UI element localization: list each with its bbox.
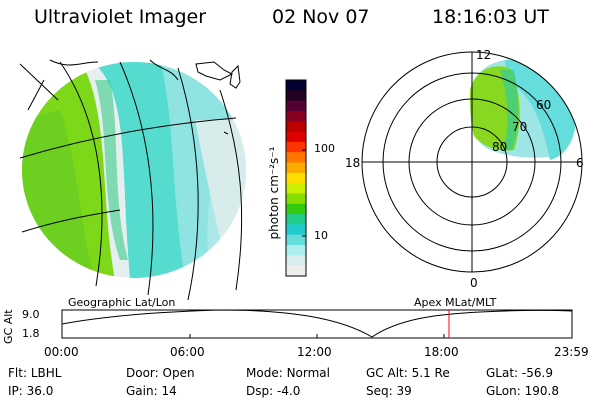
status-seq: Seq: 39 <box>366 384 412 398</box>
colorbar <box>286 80 306 277</box>
altitude-y-tick-bottom: 1.8 <box>22 327 40 340</box>
polar-mlt-plot <box>361 51 583 273</box>
colorbar-unit-label: photon cm⁻²s⁻¹ <box>267 146 281 240</box>
mlt-label-6: 6 <box>576 156 584 170</box>
observation-date: 02 Nov 07 <box>272 6 370 28</box>
colorbar-band <box>286 121 306 133</box>
observation-time: 18:16:03 UT <box>432 6 549 28</box>
lat-label-80: 80 <box>492 140 508 154</box>
colorbar-band <box>286 162 306 174</box>
colorbar-band <box>286 255 306 267</box>
altitude-x-tick-1800: 18:00 <box>424 345 459 359</box>
altitude-left-caption: Geographic Lat/Lon <box>68 296 176 309</box>
colorbar-tick-10: 10 <box>314 229 328 242</box>
altitude-y-axis-label: GC Alt <box>2 309 15 344</box>
status-ip: IP: 36.0 <box>8 384 54 398</box>
lat-lon-grid <box>19 59 243 301</box>
status-gain: Gain: 14 <box>126 384 177 398</box>
status-dsp: Dsp: -4.0 <box>246 384 301 398</box>
lat-label-70: 70 <box>512 120 528 134</box>
mlt-label-0: 0 <box>470 276 478 290</box>
status-filter: Flt: LBHL <box>8 366 62 380</box>
altitude-curve <box>61 309 573 338</box>
altitude-x-tick-0000: 00:00 <box>44 345 79 359</box>
status-gc-alt: GC Alt: 5.1 Re <box>366 366 450 380</box>
colorbar-band <box>286 100 306 112</box>
colorbar-band <box>286 224 306 236</box>
altitude-y-tick-top: 9.0 <box>22 308 40 321</box>
colorbar-band <box>286 183 306 194</box>
colorbar-band <box>286 245 306 256</box>
status-door: Door: Open <box>126 366 195 380</box>
altitude-plot <box>61 309 573 339</box>
colorbar-band <box>286 203 306 215</box>
auroral-emission-disk <box>22 62 246 278</box>
colorbar-tick-100: 100 <box>314 142 335 155</box>
altitude-x-tick-0600: 06:00 <box>170 345 205 359</box>
colorbar-band <box>286 152 306 164</box>
status-glon: GLon: 190.8 <box>486 384 559 398</box>
app-title: Ultraviolet Imager <box>34 6 207 28</box>
altitude-x-tick-2359: 23:59 <box>554 345 589 359</box>
colorbar-band <box>286 110 306 122</box>
status-mode: Mode: Normal <box>246 366 330 380</box>
colorbar-band <box>286 172 306 184</box>
colorbar-band <box>286 131 306 143</box>
status-glat: GLat: -56.9 <box>486 366 553 380</box>
colorbar-band <box>286 214 306 225</box>
colorbar-band <box>286 265 306 277</box>
colorbar-band <box>286 234 306 246</box>
altitude-right-caption: Apex MLat/MLT <box>414 296 497 309</box>
colorbar-band <box>286 80 306 91</box>
mlt-label-18: 18 <box>345 156 361 170</box>
colorbar-band <box>286 193 306 205</box>
lat-label-60: 60 <box>536 98 552 112</box>
colorbar-band <box>286 141 306 153</box>
mlt-label-12: 12 <box>476 48 492 62</box>
altitude-x-tick-1200: 12:00 <box>297 345 332 359</box>
coastline <box>195 61 241 135</box>
colorbar-band <box>286 90 306 102</box>
